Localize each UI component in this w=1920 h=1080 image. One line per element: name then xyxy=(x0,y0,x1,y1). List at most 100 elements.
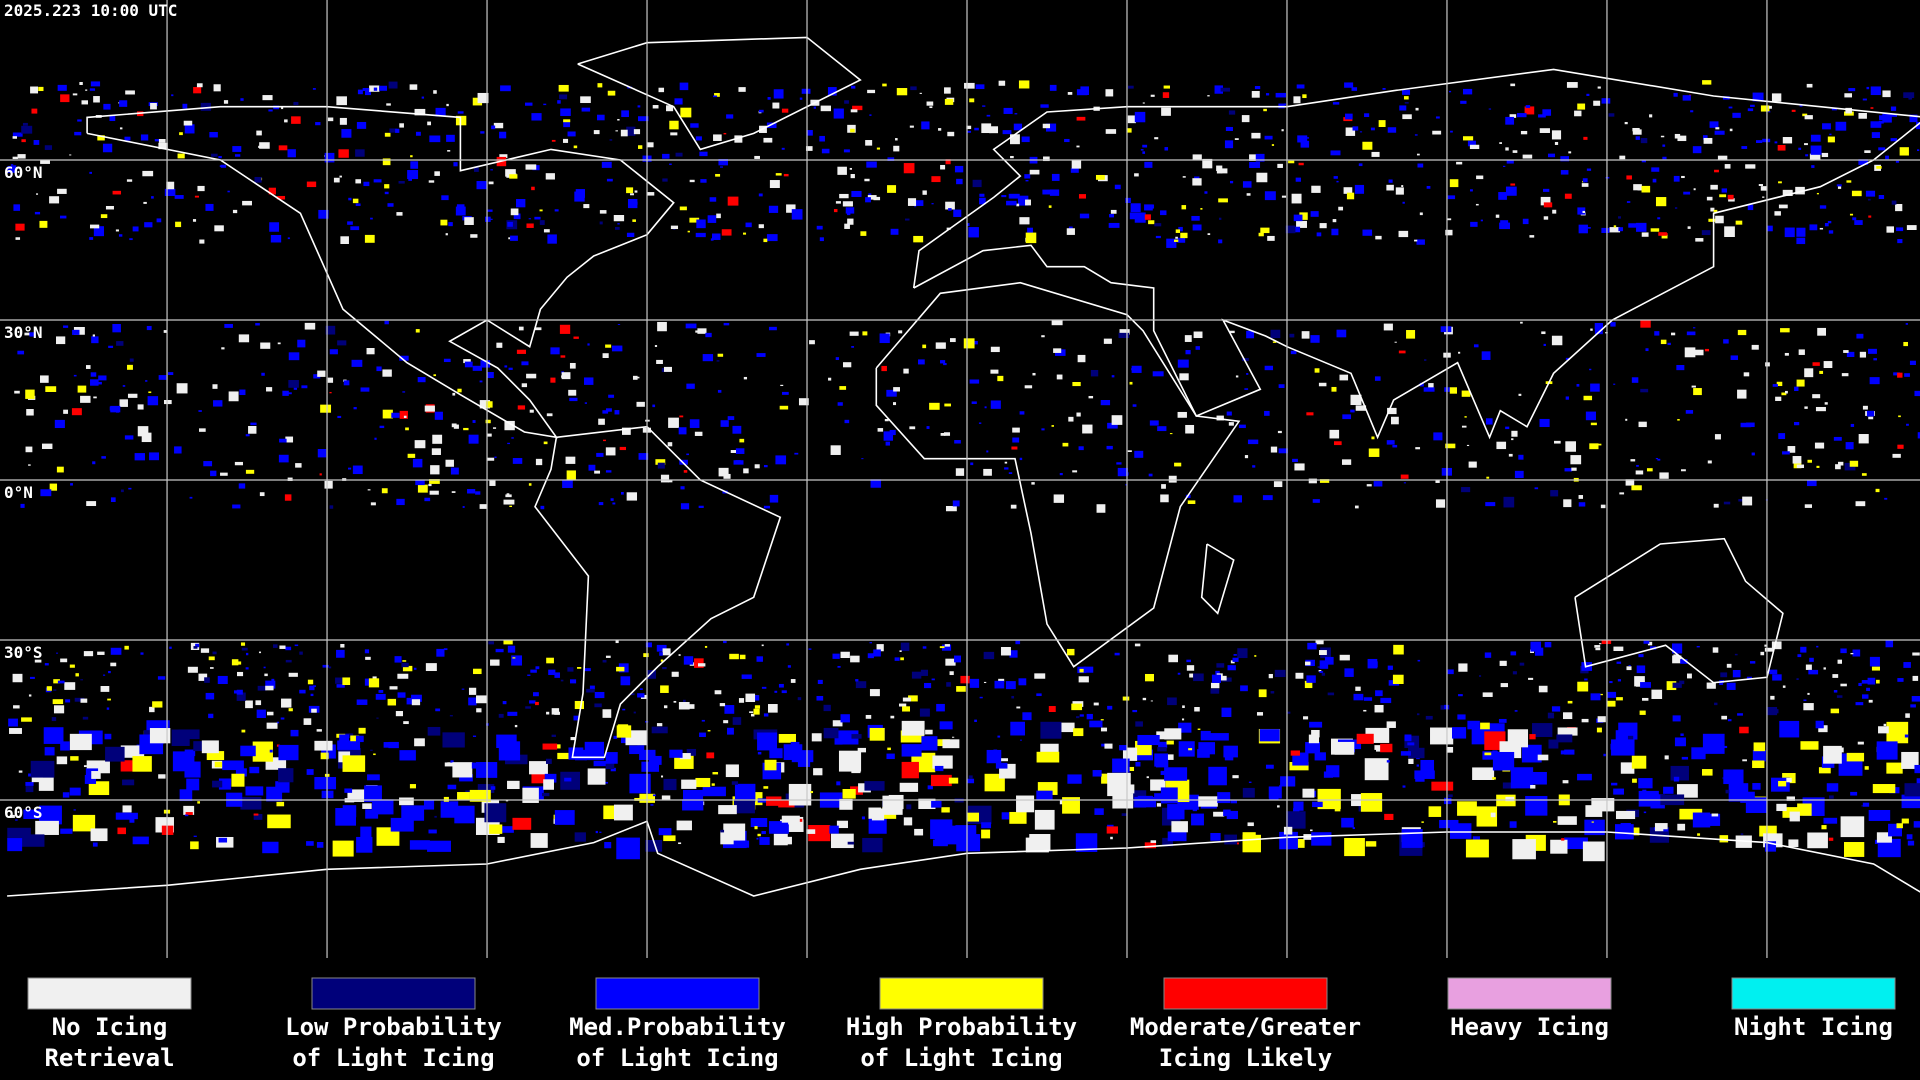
icing-pixel xyxy=(720,420,729,427)
icing-pixel xyxy=(367,489,371,491)
icing-pixel xyxy=(754,826,758,830)
icing-pixel xyxy=(1236,842,1239,845)
icing-pixel xyxy=(306,181,317,188)
icing-pixel xyxy=(1331,228,1339,236)
icing-pixel xyxy=(333,177,340,183)
icing-pixel xyxy=(1552,209,1557,214)
icing-pixel xyxy=(97,651,105,655)
icing-pixel xyxy=(922,646,927,649)
icing-pixel xyxy=(1350,409,1355,413)
icing-pixel xyxy=(1804,406,1808,409)
icing-pixel xyxy=(1154,793,1163,802)
icing-pixel xyxy=(1739,726,1749,734)
icing-pixel xyxy=(921,121,930,130)
icing-pixel xyxy=(1283,826,1293,835)
icing-pixel xyxy=(1502,782,1516,789)
icing-pixel xyxy=(1524,106,1535,115)
icing-pixel xyxy=(844,419,850,424)
icing-pixel xyxy=(1445,229,1453,236)
icing-pixel xyxy=(756,656,763,662)
icing-pixel xyxy=(444,762,455,767)
icing-pixel xyxy=(1635,136,1640,140)
icing-pixel xyxy=(209,667,214,669)
icing-pixel xyxy=(489,480,496,486)
icing-pixel xyxy=(1684,347,1696,358)
icing-pixel xyxy=(1218,217,1222,220)
icing-pixel xyxy=(698,505,704,509)
icing-pixel xyxy=(1725,789,1730,794)
icing-pixel xyxy=(265,680,276,689)
icing-pixel xyxy=(1472,836,1480,843)
icing-pixel xyxy=(1479,675,1482,677)
icing-pixel xyxy=(1796,227,1806,237)
icing-pixel xyxy=(1841,373,1849,377)
icing-pixel xyxy=(1764,644,1767,647)
icing-pixel xyxy=(1878,726,1889,734)
icing-pixel xyxy=(1131,365,1142,373)
icing-pixel xyxy=(1869,377,1880,385)
icing-pixel xyxy=(1070,168,1079,173)
icing-pixel xyxy=(560,355,566,358)
icing-pixel xyxy=(1670,765,1689,781)
icing-pixel xyxy=(517,405,526,410)
icing-pixel xyxy=(781,690,787,694)
icing-pixel xyxy=(1068,226,1073,230)
icing-pixel xyxy=(77,119,82,122)
icing-pixel xyxy=(895,138,898,141)
icing-pixel xyxy=(1177,359,1189,368)
icing-pixel xyxy=(974,127,979,131)
icing-pixel xyxy=(278,454,289,463)
icing-pixel xyxy=(1319,660,1329,669)
icing-pixel xyxy=(756,353,766,357)
icing-pixel xyxy=(763,505,771,509)
icing-pixel xyxy=(1851,190,1862,197)
icing-pixel xyxy=(158,142,168,150)
icing-pixel xyxy=(1387,665,1393,670)
icing-pixel xyxy=(270,234,282,243)
icing-pixel xyxy=(327,377,334,383)
icing-pixel xyxy=(443,796,449,802)
icing-pixel xyxy=(931,176,941,183)
icing-pixel xyxy=(1078,194,1086,199)
icing-pixel xyxy=(1578,495,1584,499)
icing-pixel xyxy=(1386,721,1396,728)
icing-pixel xyxy=(1807,832,1828,849)
icing-pixel xyxy=(232,209,238,214)
icing-pixel xyxy=(652,404,656,408)
icing-pixel xyxy=(1417,659,1421,662)
icing-pixel xyxy=(1225,126,1233,131)
icing-pixel xyxy=(200,648,210,653)
icing-pixel xyxy=(1692,812,1711,828)
icing-pixel xyxy=(689,419,700,428)
icing-pixel xyxy=(105,205,114,210)
icing-pixel xyxy=(733,799,755,814)
icing-pixel xyxy=(1117,467,1128,477)
icing-pixel xyxy=(22,122,28,126)
icing-pixel xyxy=(666,105,674,112)
icing-pixel xyxy=(119,100,128,107)
icing-pixel xyxy=(669,749,683,758)
icing-pixel xyxy=(1821,152,1829,158)
icing-pixel xyxy=(1815,406,1826,412)
icing-pixel xyxy=(558,84,569,92)
icing-pixel xyxy=(279,645,286,649)
icing-pixel xyxy=(89,237,94,240)
icing-pixel xyxy=(851,734,862,739)
icing-pixel xyxy=(507,780,520,790)
icing-pixel xyxy=(427,121,432,126)
icing-pixel xyxy=(1679,808,1703,820)
icing-pixel xyxy=(376,827,400,846)
icing-pixel xyxy=(1142,144,1148,148)
icing-pixel xyxy=(1831,108,1837,111)
icing-pixel xyxy=(88,781,110,796)
icing-pixel xyxy=(984,406,987,409)
icing-pixel xyxy=(1107,705,1113,710)
icing-pixel xyxy=(1365,841,1377,847)
icing-pixel xyxy=(790,679,796,683)
icing-pixel xyxy=(479,380,483,383)
icing-pixel xyxy=(1177,672,1181,675)
icing-pixel xyxy=(1594,326,1603,335)
icing-pixel xyxy=(1787,446,1796,453)
icing-pixel xyxy=(678,702,690,710)
icing-pixel xyxy=(1435,116,1440,119)
